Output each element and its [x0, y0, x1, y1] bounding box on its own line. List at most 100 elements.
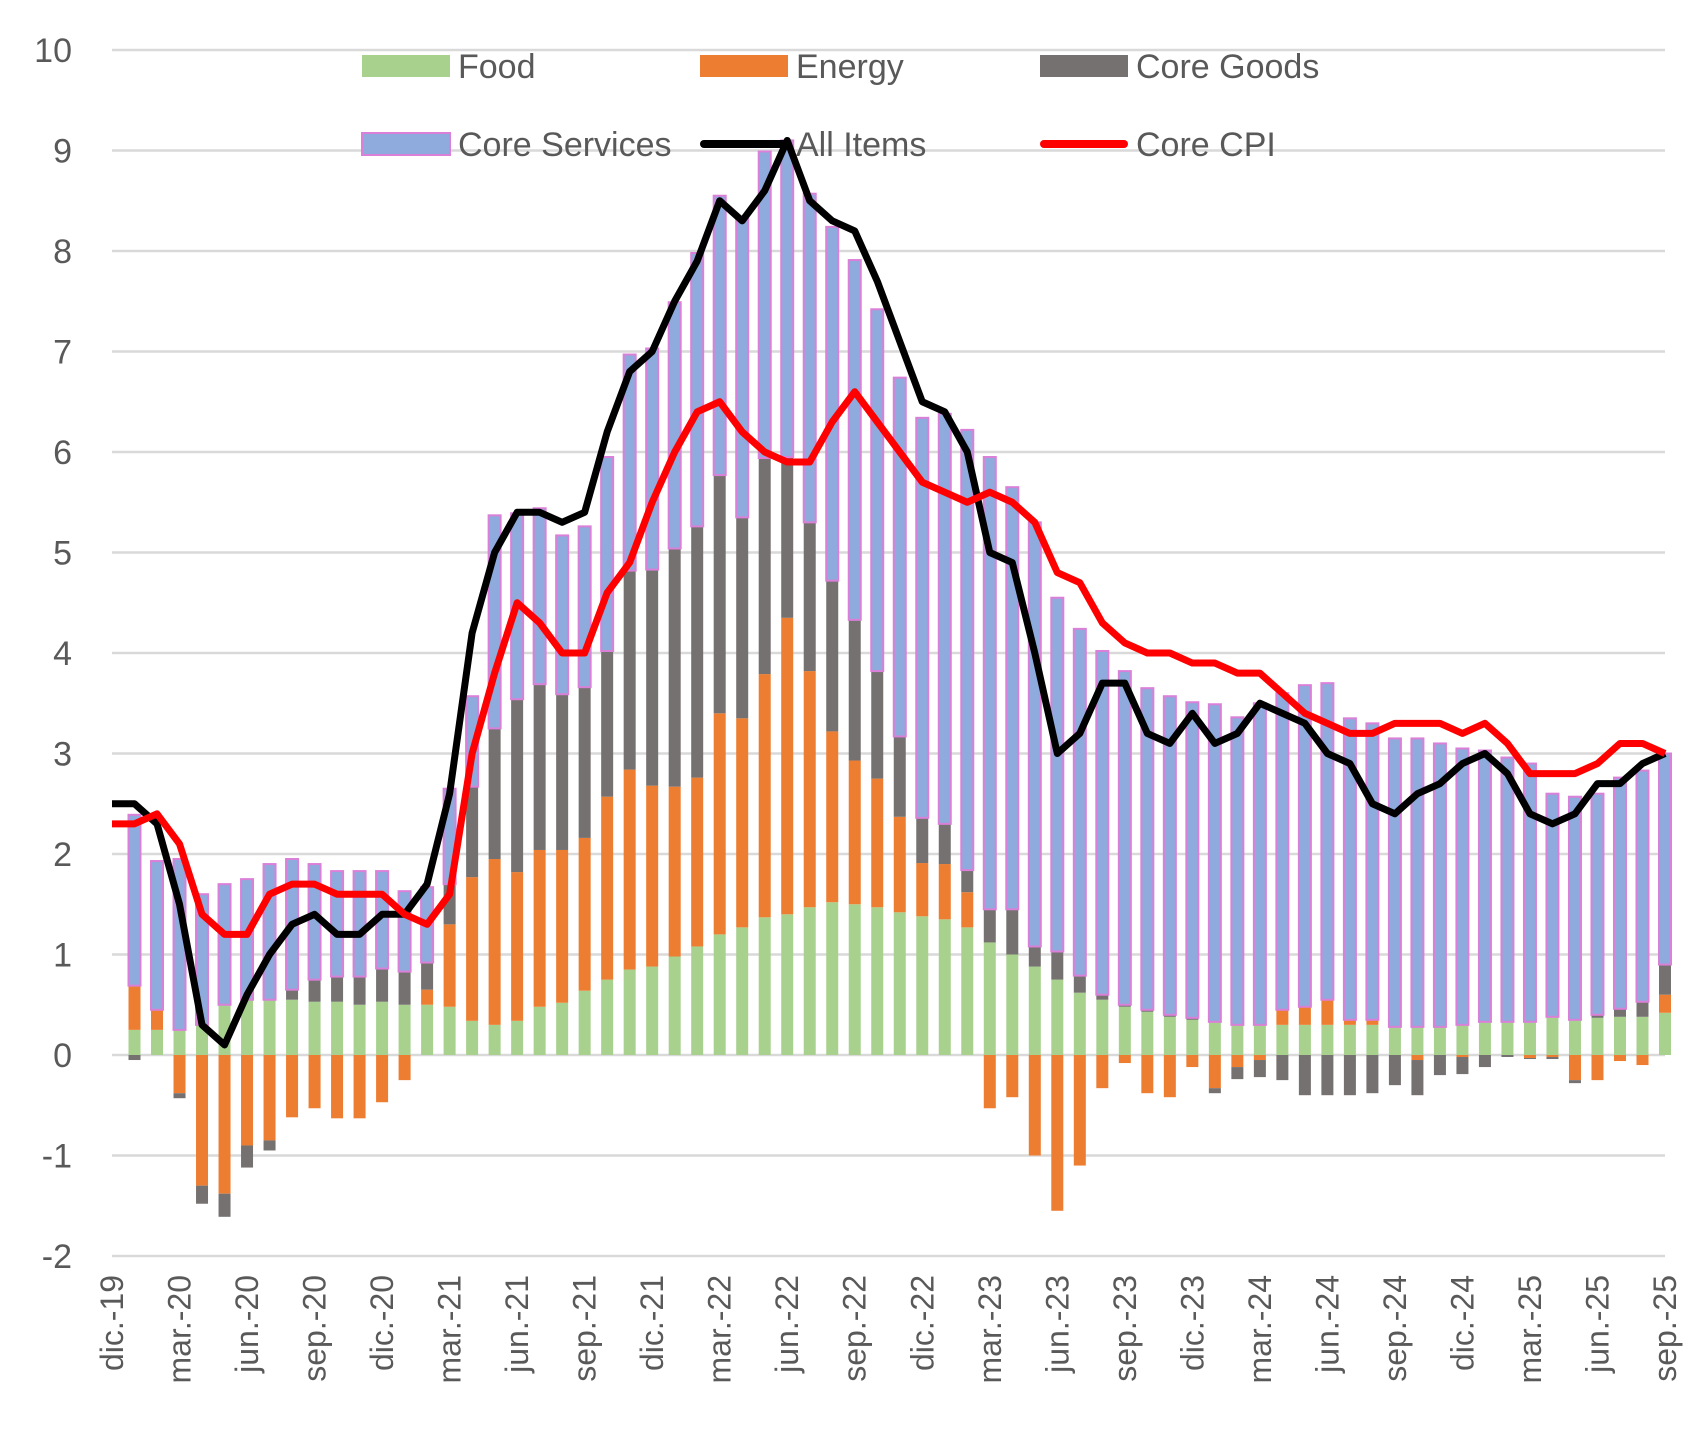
bar-energy [421, 989, 434, 1005]
bar-core-goods [218, 1193, 231, 1217]
bar-core-goods [173, 1093, 186, 1099]
x-tick-label: sep.-22 [837, 1275, 873, 1382]
bar-core-services [712, 194, 727, 477]
bar-energy [713, 713, 726, 935]
bar-core-services [1567, 795, 1582, 1021]
bar-core-goods [308, 979, 321, 1002]
y-tick-label: 7 [53, 334, 72, 372]
line-core-cpi [112, 388, 1667, 938]
bar-energy [556, 849, 569, 1003]
x-tick-label: mar.-20 [162, 1275, 198, 1383]
bar-core-goods [646, 569, 659, 786]
bar-food [646, 966, 659, 1055]
bar-core-goods [871, 671, 884, 779]
bar-core-goods [286, 989, 299, 1000]
bar-core-goods [938, 823, 951, 865]
bar-core-services [127, 813, 142, 987]
bar-food [1433, 1026, 1446, 1055]
bar-food [893, 912, 906, 1055]
x-tick-label: sep.-23 [1107, 1275, 1143, 1382]
bar-core-services [1275, 692, 1290, 1011]
bar-energy [1096, 1055, 1109, 1089]
bar-core-goods [893, 736, 906, 817]
bar-energy [1321, 999, 1334, 1025]
bar-core-services [1207, 703, 1222, 1023]
bar-energy [758, 674, 771, 918]
bar-core-goods [1613, 1008, 1626, 1017]
bar-food [1163, 1016, 1176, 1055]
bar-food [398, 1004, 411, 1055]
bar-core-services [1095, 649, 1110, 996]
bar-food [916, 916, 929, 1055]
bar-food [488, 1024, 501, 1055]
bar-food [556, 1002, 569, 1055]
bar-core-services [1432, 742, 1447, 1028]
bar-core-goods [736, 517, 749, 719]
bar-energy [241, 1055, 254, 1146]
bar-food [353, 1004, 366, 1055]
bar-core-goods [601, 650, 614, 797]
bar-core-goods [466, 786, 479, 878]
bar-energy [1073, 1055, 1086, 1166]
x-tick-label: dic.-20 [364, 1275, 400, 1371]
x-tick-label: mar.-23 [972, 1275, 1008, 1383]
bar-core-goods [1636, 1001, 1649, 1017]
x-tick-label: dic.-22 [904, 1275, 940, 1371]
legend-label: All Items [796, 126, 926, 164]
legend-swatch-energy [700, 55, 788, 77]
bar-energy [781, 617, 794, 915]
bar-core-services [802, 192, 817, 524]
bar-food [173, 1029, 186, 1055]
x-tick-label: mar.-22 [702, 1275, 738, 1383]
bar-core-services [1500, 756, 1515, 1023]
bar-core-goods [1659, 964, 1671, 995]
bar-core-goods [241, 1145, 254, 1168]
bar-energy [1411, 1055, 1424, 1061]
bar-core-services [600, 456, 615, 652]
bar-core-services [532, 507, 547, 686]
bar-core-services [892, 376, 907, 738]
bar-core-services [1320, 682, 1335, 1001]
bar-energy [128, 985, 141, 1030]
bar-core-goods [1591, 1014, 1604, 1018]
bar-food [151, 1029, 164, 1055]
bar-core-services [1410, 737, 1425, 1028]
bar-energy [151, 1009, 164, 1030]
bar-core-services [757, 150, 772, 460]
bar-core-goods [1321, 1055, 1334, 1096]
bar-core-goods [1546, 1057, 1559, 1060]
y-tick-label: 3 [53, 736, 72, 774]
bar-core-goods [1186, 1017, 1199, 1020]
x-tick-label: dic.-23 [1174, 1275, 1210, 1371]
bar-food [1411, 1026, 1424, 1055]
bar-food [1523, 1021, 1536, 1055]
bar-food [623, 969, 636, 1055]
bar-energy [1208, 1055, 1221, 1089]
line-series [112, 136, 1667, 1049]
bar-energy [1366, 1019, 1379, 1025]
y-tick-label: -1 [42, 1138, 72, 1176]
bar-core-services [577, 525, 592, 689]
bar-core-goods [758, 458, 771, 675]
bar-energy [218, 1055, 231, 1194]
bar-core-services [1590, 792, 1605, 1016]
bar-food [1298, 1024, 1311, 1055]
y-tick-label: 9 [53, 133, 72, 171]
bar-food [308, 1001, 321, 1055]
bar-food [1478, 1021, 1491, 1055]
x-tick-label: jun.-23 [1039, 1275, 1075, 1374]
bar-core-goods [1501, 1055, 1514, 1058]
bar-food [1028, 966, 1041, 1055]
bar-energy [196, 1055, 209, 1186]
bar-energy [848, 760, 861, 905]
bar-food [1388, 1026, 1401, 1055]
bar-core-services [1072, 627, 1087, 977]
legend-label: Core CPI [1136, 126, 1276, 164]
bar-core-goods [1051, 951, 1064, 980]
bar-energy [1613, 1055, 1626, 1062]
bar-core-services [1342, 717, 1357, 1021]
bar-energy [668, 786, 681, 957]
bar-food [128, 1029, 141, 1055]
bar-food [241, 999, 254, 1055]
